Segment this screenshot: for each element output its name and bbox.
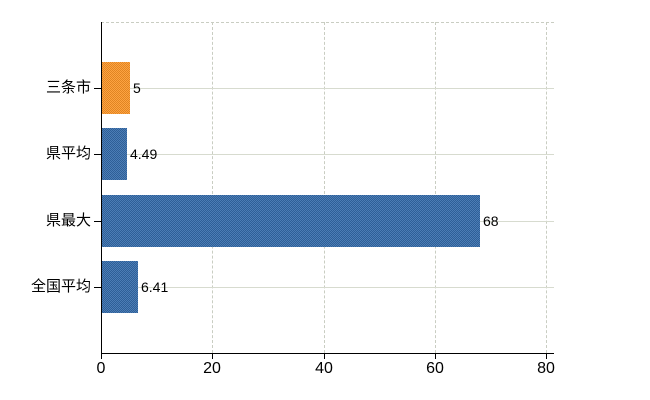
bar xyxy=(102,128,127,180)
y-tick xyxy=(94,221,101,222)
vertical-gridline xyxy=(546,22,547,353)
y-tick xyxy=(94,287,101,288)
bar-value-label: 68 xyxy=(483,213,499,229)
horizontal-gridline xyxy=(101,88,554,89)
x-tick-label: 40 xyxy=(315,360,333,377)
x-tick xyxy=(324,353,325,359)
vertical-gridline xyxy=(324,22,325,353)
bar-value-label: 5 xyxy=(133,80,141,96)
x-tick-label: 20 xyxy=(203,360,221,377)
x-tick-label: 60 xyxy=(426,360,444,377)
bar xyxy=(102,261,138,313)
y-tick xyxy=(94,88,101,89)
bar xyxy=(102,195,480,247)
y-axis xyxy=(101,22,102,359)
x-tick-label: 0 xyxy=(96,360,106,377)
category-label: 全国平均 xyxy=(30,278,91,295)
horizontal-gridline xyxy=(101,287,554,288)
x-tick xyxy=(212,353,213,359)
horizontal-gridline xyxy=(101,154,554,155)
category-label: 県最大 xyxy=(45,212,91,229)
plot-top-border xyxy=(101,22,554,23)
x-axis xyxy=(101,353,554,354)
y-tick xyxy=(94,154,101,155)
bar xyxy=(102,62,130,114)
bar-value-label: 4.49 xyxy=(130,146,158,162)
category-label: 三条市 xyxy=(45,79,91,96)
x-tick xyxy=(546,353,547,359)
x-tick xyxy=(101,353,102,359)
vertical-gridline xyxy=(212,22,213,353)
bar-value-label: 6.41 xyxy=(141,279,169,295)
vertical-gridline xyxy=(435,22,436,353)
x-tick-label: 80 xyxy=(537,360,555,377)
x-tick xyxy=(435,353,436,359)
category-label: 県平均 xyxy=(45,145,91,162)
